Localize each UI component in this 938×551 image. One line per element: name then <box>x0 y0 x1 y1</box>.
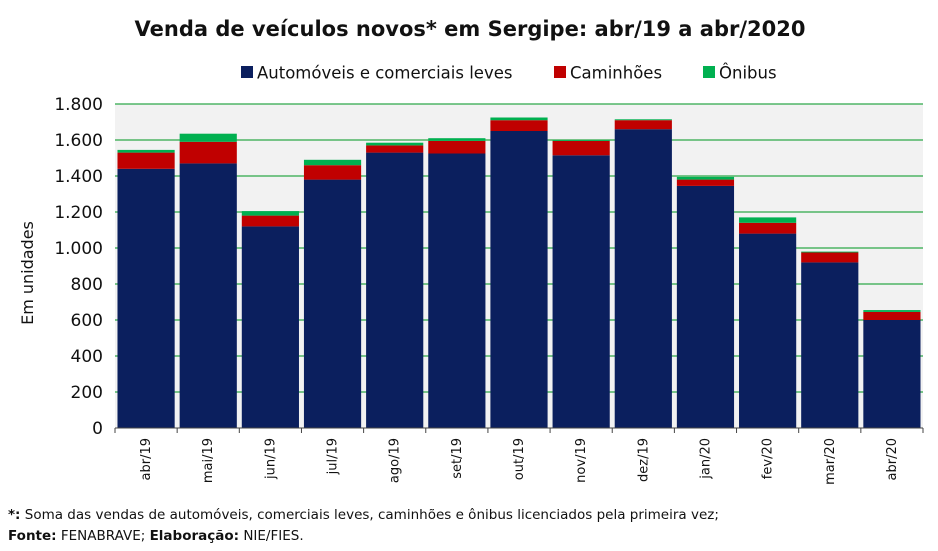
bar-automoveis-e-comerciais-leves <box>614 129 672 428</box>
y-axis-label: Em unidades <box>18 221 37 325</box>
x-tick-label: abr/19 <box>139 438 154 481</box>
bar-onibus <box>179 133 237 142</box>
bar-onibus <box>428 138 486 141</box>
bar-caminhoes <box>552 140 610 156</box>
x-tick-label: jun/19 <box>263 438 278 480</box>
legend-item-onibus: Ônibus <box>703 64 777 83</box>
y-tick-label: 200 <box>71 383 103 403</box>
bar-caminhoes <box>676 179 735 186</box>
x-tick-label: dez/19 <box>636 438 651 482</box>
chart-title: Venda de veículos novos* em Sergipe: abr… <box>135 17 806 41</box>
bar-automoveis-e-comerciais-leves <box>179 163 237 428</box>
bar-caminhoes <box>241 215 299 227</box>
x-tick-label: fev/20 <box>761 438 776 479</box>
bar-caminhoes <box>428 140 486 154</box>
y-tick-label: 1.400 <box>54 167 103 187</box>
bar-automoveis-e-comerciais-leves <box>428 153 486 428</box>
bar-onibus <box>366 142 424 146</box>
bar-automoveis-e-comerciais-leves <box>490 131 548 428</box>
x-tick-label: set/19 <box>450 438 465 479</box>
bar-caminhoes <box>863 311 921 320</box>
source-label: Fonte: <box>8 528 57 544</box>
y-tick-label: 1.200 <box>54 203 103 223</box>
bar-caminhoes <box>490 120 548 131</box>
y-tick-label: 1.800 <box>54 95 103 115</box>
bar-automoveis-e-comerciais-leves <box>117 168 175 429</box>
y-tick-label: 0 <box>92 419 103 439</box>
y-tick-label: 1.000 <box>54 239 103 259</box>
bar-caminhoes <box>303 165 362 180</box>
elaboration-text: NIE/FIES. <box>239 528 304 544</box>
y-tick-label: 800 <box>71 275 103 295</box>
x-tick-label: mai/19 <box>201 438 216 483</box>
x-tick-label: jan/20 <box>698 438 713 480</box>
legend-label: Automóveis e comerciais leves <box>257 64 512 83</box>
bar-automoveis-e-comerciais-leves <box>303 179 362 428</box>
bar-automoveis-e-comerciais-leves <box>676 185 735 428</box>
legend-swatch <box>703 66 715 78</box>
bar-onibus <box>241 211 299 216</box>
bar-caminhoes <box>739 222 797 234</box>
y-tick-label: 1.600 <box>54 131 103 151</box>
legend-item-automoveis-e-comerciais-leves: Automóveis e comerciais leves <box>241 64 512 83</box>
bar-onibus <box>676 176 735 180</box>
y-tick-label: 400 <box>71 347 103 367</box>
bar-automoveis-e-comerciais-leves <box>552 155 610 429</box>
bar-onibus <box>490 117 548 121</box>
footnote-source: Fonte: FENABRAVE; Elaboração: NIE/FIES. <box>8 528 304 544</box>
bar-onibus <box>863 310 921 312</box>
bar-automoveis-e-comerciais-leves <box>801 262 859 428</box>
bar-automoveis-e-comerciais-leves <box>863 320 921 428</box>
legend-item-caminhoes: Caminhões <box>554 64 662 83</box>
x-tick-label: nov/19 <box>574 438 589 483</box>
bar-caminhoes <box>801 252 859 263</box>
bar-onibus <box>801 251 859 253</box>
bar-automoveis-e-comerciais-leves <box>366 152 424 428</box>
footnote-note-text: Soma das vendas de automóveis, comerciai… <box>20 507 719 523</box>
bar-caminhoes <box>366 145 424 153</box>
bar-onibus <box>739 217 797 223</box>
x-tick-label: mar/20 <box>823 438 838 485</box>
plot-area: 0 200 400 600 800 1.000 1.200 1.400 1.600 1.800 ab… <box>54 95 924 485</box>
bar-onibus <box>303 159 362 166</box>
bar-caminhoes <box>614 120 672 130</box>
bar-onibus <box>552 140 610 141</box>
bar-automoveis-e-comerciais-leves <box>739 233 797 428</box>
bar-caminhoes <box>117 152 175 169</box>
x-tick-label: out/19 <box>512 438 527 480</box>
x-tick-label: ago/19 <box>388 438 403 483</box>
bar-caminhoes <box>179 141 237 164</box>
legend-label: Ônibus <box>719 64 777 83</box>
legend-label: Caminhões <box>570 64 662 83</box>
footnote-note: *: Soma das vendas de automóveis, comerc… <box>8 507 719 523</box>
x-tick-label: abr/20 <box>885 438 900 481</box>
y-tick-label: 600 <box>71 311 103 331</box>
bar-onibus <box>614 119 672 121</box>
bar-onibus <box>117 149 175 153</box>
legend-swatch <box>241 66 253 78</box>
elaboration-label: Elaboração: <box>149 528 240 544</box>
legend-swatch <box>554 66 566 78</box>
bar-automoveis-e-comerciais-leves <box>241 226 299 428</box>
legend: Automóveis e comerciais leves Caminhões Ôn… <box>241 64 777 83</box>
source-text: FENABRAVE; <box>56 528 150 544</box>
x-tick-label: jul/19 <box>326 438 341 475</box>
footnote-marker: *: <box>8 507 21 523</box>
